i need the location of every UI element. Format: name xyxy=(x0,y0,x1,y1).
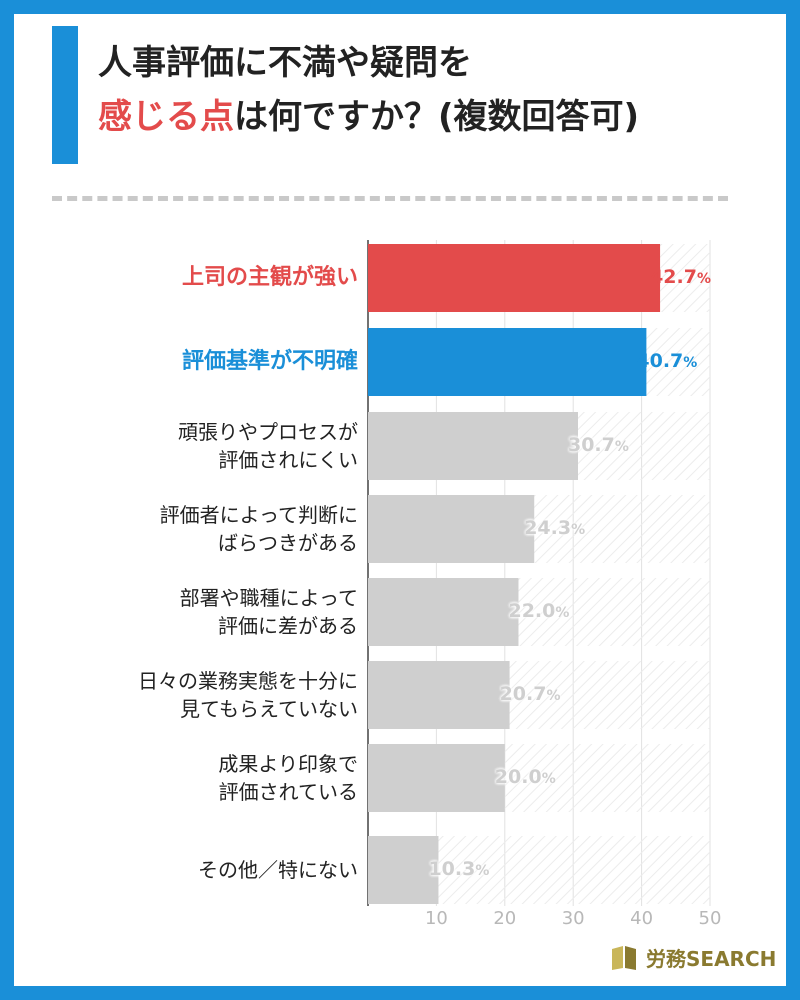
category-label-4: 評価者によって判断にばらつきがある xyxy=(38,501,358,557)
category-label-line: 見てもらえていない xyxy=(180,697,358,721)
bar-1 xyxy=(368,244,661,312)
category-label-line: 評価基準が不明確 xyxy=(181,349,358,374)
category-label-line: 部署や職種によって xyxy=(179,586,358,610)
value-unit: % xyxy=(546,688,561,704)
value-label-7: 20.0% xyxy=(495,766,556,788)
value-number: 42.7 xyxy=(650,266,697,288)
category-label-line: ばらつきがある xyxy=(218,531,358,555)
bar-6 xyxy=(368,661,510,729)
value-label-5: 22.0% xyxy=(508,600,569,622)
title-line-2: 感じる点は何ですか？(複数回答可) xyxy=(98,90,639,144)
category-label-line: 評価されている xyxy=(218,780,358,804)
book-icon xyxy=(612,946,636,970)
value-unit: % xyxy=(696,271,711,287)
bar-3 xyxy=(368,412,578,480)
value-unit: % xyxy=(614,439,629,455)
title-rest-text: は何ですか？(複数回答可) xyxy=(234,97,640,137)
category-label-3: 頑張りやプロセスが評価されにくい xyxy=(38,418,358,474)
value-number: 20.0 xyxy=(494,766,542,788)
value-label-2: 40.7% xyxy=(636,350,697,372)
x-tick-label: 20 xyxy=(493,908,517,929)
x-tick-label: 50 xyxy=(698,908,722,929)
logo-text: 労務SEARCH xyxy=(646,946,777,971)
x-tick-label: 30 xyxy=(561,908,585,929)
value-number: 30.7 xyxy=(567,434,615,456)
title-accent-bar xyxy=(52,26,78,164)
category-label-line: 評価者によって判断に xyxy=(159,503,358,527)
bar-4 xyxy=(368,495,535,563)
x-tick-label: 10 xyxy=(424,908,448,929)
category-label-line: その他／特にない xyxy=(198,858,358,882)
value-number: 20.7 xyxy=(499,683,547,705)
value-unit: % xyxy=(541,771,556,787)
value-label-4: 24.3% xyxy=(524,517,585,539)
title-accent-text: 感じる点 xyxy=(98,97,234,137)
x-tick-label: 40 xyxy=(630,908,654,929)
value-number: 10.3 xyxy=(428,858,476,880)
category-label-1: 上司の主観が強い xyxy=(38,263,358,293)
value-label-6: 20.7% xyxy=(500,683,561,705)
bar-5 xyxy=(368,578,519,646)
bar-2 xyxy=(368,328,647,396)
category-label-line: 評価に差がある xyxy=(218,614,358,638)
category-label-line: 上司の主観が強い xyxy=(181,265,358,290)
category-label-2: 評価基準が不明確 xyxy=(38,347,358,377)
value-label-8: 10.3% xyxy=(428,858,489,880)
value-label-3: 30.7% xyxy=(568,434,629,456)
value-unit: % xyxy=(571,522,586,538)
brand-logo: 労務SEARCH xyxy=(610,942,776,972)
value-unit: % xyxy=(555,605,570,621)
dashed-divider xyxy=(52,196,728,201)
category-label-line: 頑張りやプロセスが xyxy=(178,420,358,444)
value-number: 22.0 xyxy=(508,600,556,622)
category-label-6: 日々の業務実態を十分に見てもらえていない xyxy=(38,667,358,723)
page-title: 人事評価に不満や疑問を 感じる点は何ですか？(複数回答可) xyxy=(98,36,639,144)
bar-7 xyxy=(368,744,505,812)
category-label-7: 成果より印象で 評価されている xyxy=(38,750,358,806)
value-unit: % xyxy=(683,355,698,371)
title-line-1: 人事評価に不満や疑問を xyxy=(98,43,472,83)
category-label-5: 部署や職種によって評価に差がある xyxy=(38,584,358,640)
value-number: 40.7 xyxy=(636,350,684,372)
value-number: 24.3 xyxy=(524,517,572,539)
value-label-1: 42.7% xyxy=(650,266,711,288)
category-label-8: その他／特にない xyxy=(38,856,358,884)
category-label-line: 日々の業務実態を十分に xyxy=(138,669,358,693)
category-label-line: 成果より印象で xyxy=(218,752,358,776)
value-unit: % xyxy=(475,863,490,879)
bar-8 xyxy=(368,836,439,904)
category-label-line: 評価されにくい xyxy=(218,448,358,472)
